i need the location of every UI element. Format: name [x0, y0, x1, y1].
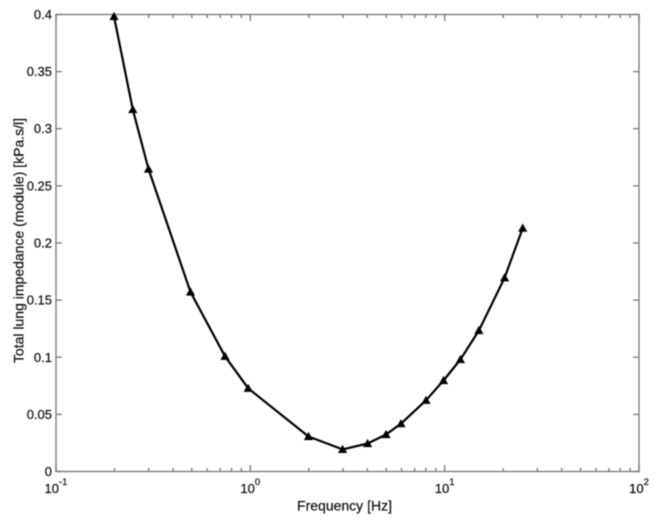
- svg-text:0.25: 0.25: [27, 178, 52, 193]
- svg-text:0.4: 0.4: [34, 7, 52, 22]
- svg-text:0: 0: [45, 464, 52, 479]
- svg-text:0.2: 0.2: [34, 236, 52, 251]
- svg-text:Total lung impedance (module): Total lung impedance (module) [kPa.s/l]: [11, 118, 27, 363]
- svg-text:0.1: 0.1: [34, 350, 52, 365]
- svg-text:Frequency [Hz]: Frequency [Hz]: [297, 498, 392, 514]
- svg-text:0.35: 0.35: [27, 64, 52, 79]
- svg-text:0.3: 0.3: [34, 121, 52, 136]
- svg-text:0.05: 0.05: [27, 407, 52, 422]
- svg-text:0.15: 0.15: [27, 293, 52, 308]
